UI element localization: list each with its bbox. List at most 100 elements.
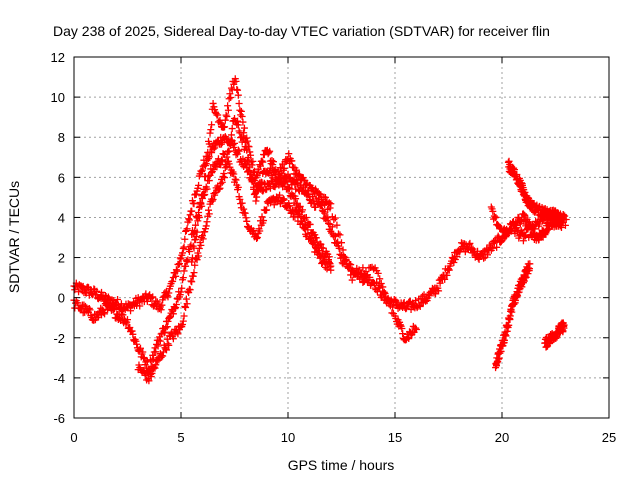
data-point: [223, 153, 231, 161]
data-point: [351, 269, 359, 277]
data-point: [284, 170, 292, 178]
data-point: [218, 156, 226, 164]
data-point: [148, 369, 156, 377]
data-point: [237, 111, 245, 119]
data-point: [258, 213, 266, 221]
data-point: [376, 284, 384, 292]
data-point: [271, 171, 279, 179]
data-point: [171, 305, 179, 313]
series-0: [70, 133, 570, 315]
data-point: [334, 238, 342, 246]
data-point: [188, 254, 196, 262]
y-tick-label: 0: [58, 291, 65, 306]
data-point: [295, 172, 303, 180]
data-point: [217, 180, 225, 188]
series-2: [134, 114, 335, 385]
data-point: [325, 220, 333, 228]
data-point: [266, 147, 274, 155]
data-point: [497, 238, 505, 246]
data-point: [218, 178, 226, 186]
data-point: [319, 207, 327, 215]
data-point: [328, 223, 336, 231]
series-3: [188, 75, 420, 344]
data-point: [238, 199, 246, 207]
data-point: [286, 184, 294, 192]
x-tick-label: 20: [495, 430, 509, 445]
data-point: [312, 234, 320, 242]
data-point: [256, 184, 264, 192]
y-tick-label: -6: [53, 411, 65, 426]
data-point: [246, 148, 254, 156]
data-point: [152, 348, 160, 356]
data-point: [201, 172, 209, 180]
data-point: [412, 324, 420, 332]
data-point: [379, 283, 387, 291]
data-point: [177, 255, 185, 263]
data-point: [420, 291, 428, 299]
data-point: [234, 183, 242, 191]
data-point: [304, 226, 312, 234]
data-point: [263, 206, 271, 214]
data-point: [399, 330, 407, 338]
data-point: [201, 161, 209, 169]
data-point: [178, 284, 186, 292]
data-point: [513, 221, 521, 229]
data-point: [221, 123, 229, 131]
data-point: [169, 277, 177, 285]
data-point: [140, 353, 148, 361]
data-point: [317, 240, 325, 248]
data-point: [457, 239, 465, 247]
y-axis-title: SDTVAR / TECUs: [6, 181, 22, 293]
data-point: [225, 147, 233, 155]
data-point: [208, 197, 216, 205]
data-point: [224, 148, 232, 156]
data-point: [153, 357, 161, 365]
data-point: [214, 111, 222, 119]
data-point: [75, 288, 83, 296]
data-point: [203, 156, 211, 164]
data-point: [164, 293, 172, 301]
data-point: [302, 213, 310, 221]
data-point: [209, 99, 217, 107]
data-point: [345, 264, 353, 272]
data-point: [195, 181, 203, 189]
data-point: [381, 289, 389, 297]
data-point: [189, 272, 197, 280]
data-point: [245, 143, 253, 151]
data-point: [342, 255, 350, 263]
data-point: [162, 324, 170, 332]
data-point: [164, 340, 172, 348]
data-point: [333, 221, 341, 229]
data-point: [177, 288, 185, 296]
y-tick-label: 12: [51, 50, 65, 65]
data-point: [280, 196, 288, 204]
data-point: [248, 178, 256, 186]
data-point: [218, 157, 226, 165]
data-point: [225, 95, 233, 103]
data-point: [157, 306, 165, 314]
data-point: [443, 271, 451, 279]
data-point: [522, 273, 530, 281]
data-point: [231, 175, 239, 183]
data-point: [308, 184, 316, 192]
data-point: [183, 300, 191, 308]
data-point: [183, 225, 191, 233]
data-point: [412, 325, 420, 333]
data-point: [247, 151, 255, 159]
data-point: [184, 256, 192, 264]
data-point: [139, 348, 147, 356]
data-point: [147, 294, 155, 302]
data-point: [240, 129, 248, 137]
data-point: [243, 137, 251, 145]
data-point: [185, 215, 193, 223]
data-point: [164, 317, 172, 325]
data-point: [129, 330, 137, 338]
data-point: [315, 190, 323, 198]
y-tick-label: 10: [51, 90, 65, 105]
y-tick-label: 6: [58, 170, 65, 185]
data-point: [360, 277, 368, 285]
data-point: [494, 232, 502, 240]
data-point: [327, 200, 335, 208]
data-point: [392, 296, 400, 304]
series-7: [487, 203, 566, 244]
